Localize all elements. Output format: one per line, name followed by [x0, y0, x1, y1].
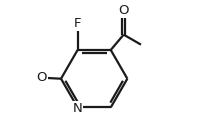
Text: F: F [74, 17, 81, 30]
Text: N: N [73, 102, 83, 115]
Text: O: O [118, 4, 129, 17]
Text: O: O [37, 71, 47, 84]
